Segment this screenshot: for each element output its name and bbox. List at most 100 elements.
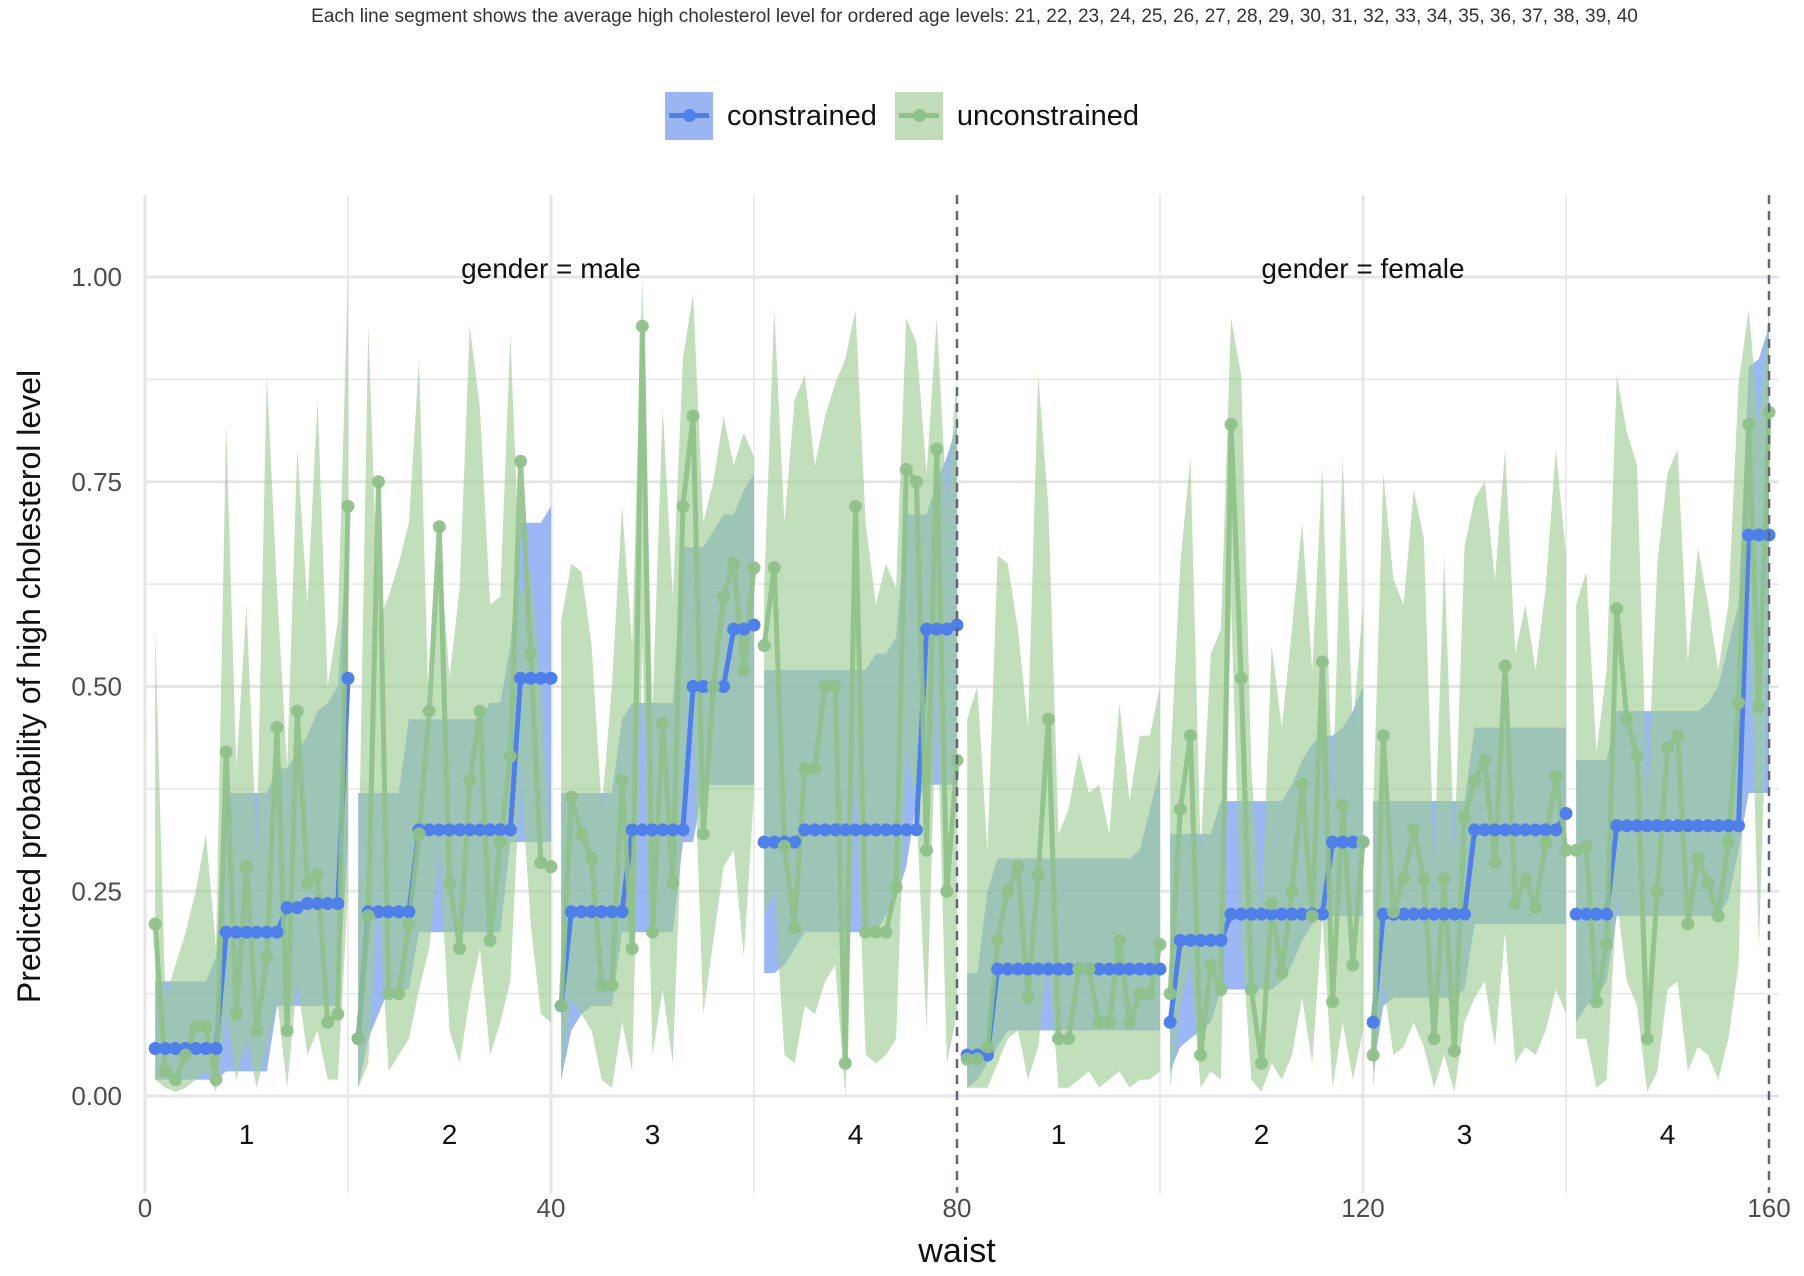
chart-title: Each line segment shows the average high… [311,6,1638,27]
point-unconstrained [300,876,314,890]
point-unconstrained [1498,659,1512,673]
point-unconstrained [1681,917,1695,931]
point-constrained [1326,835,1340,849]
point-unconstrained [1762,405,1776,419]
point-constrained [625,823,639,837]
point-unconstrained [179,1048,193,1062]
point-constrained [1569,907,1583,921]
point-unconstrained [1721,835,1735,849]
point-unconstrained [615,774,629,788]
panel-label: 4 [1660,1119,1676,1150]
point-constrained [1204,933,1218,947]
point-unconstrained [189,1019,203,1033]
point-unconstrained [341,499,355,513]
panel-label: 1 [239,1119,255,1150]
point-constrained [1031,962,1045,976]
point-constrained [1529,823,1543,837]
point-unconstrained [1468,774,1482,788]
point-unconstrained [331,1007,345,1021]
point-constrained [717,680,731,693]
x-tick-label: 40 [537,1193,566,1223]
legend-key-constrained [664,92,713,140]
point-unconstrained [1326,995,1340,1009]
point-unconstrained [1407,823,1421,837]
point-unconstrained [1640,1032,1654,1046]
point-unconstrained [1255,1056,1268,1070]
point-constrained [524,671,538,685]
point-unconstrained [1630,749,1644,763]
point-unconstrained [1052,1032,1065,1046]
point-unconstrained [767,561,781,575]
point-constrained [899,823,913,837]
point-constrained [686,680,700,693]
point-constrained [453,823,467,837]
point-constrained [1336,835,1350,849]
point-unconstrained [1478,753,1492,767]
point-constrained [1488,823,1502,837]
point-constrained [1640,819,1654,833]
point-unconstrained [1305,909,1319,923]
point-unconstrained [1204,958,1218,972]
point-constrained [219,925,233,939]
point-unconstrained [1671,729,1685,743]
point-constrained [798,823,812,837]
band-unconstrained [155,277,348,1092]
point-unconstrained [737,663,751,677]
point-constrained [1244,907,1258,921]
point-constrained [331,897,345,911]
point-unconstrained [158,1064,172,1078]
point-constrained [1732,819,1746,833]
point-unconstrained [544,860,558,874]
point-unconstrained [422,704,436,718]
point-unconstrained [1183,729,1197,743]
line-unconstrained [761,446,960,1066]
point-unconstrained [534,856,548,870]
point-constrained [1589,907,1603,921]
y-tick-label: 0.25 [71,876,122,906]
point-unconstrained [168,1073,182,1087]
x-tick-label: 120 [1341,1193,1384,1223]
point-constrained [879,823,893,837]
point-constrained [158,1041,172,1055]
point-constrained [1650,819,1664,833]
point-unconstrained [1549,770,1563,784]
point-unconstrained [1752,700,1766,714]
point-unconstrained [1366,1048,1380,1062]
point-constrained [1468,823,1482,837]
point-unconstrained [757,639,771,653]
point-constrained [290,901,304,915]
point-constrained [818,823,832,837]
point-constrained [1183,933,1197,947]
point-unconstrained [361,909,375,923]
point-constrained [788,835,802,849]
point-unconstrained [717,589,731,603]
point-constrained [1539,823,1553,837]
point-constrained [463,823,477,837]
point-unconstrained [148,917,162,931]
y-tick-label: 0.75 [71,467,122,497]
point-unconstrained [1569,843,1583,857]
point-unconstrained [432,520,446,534]
legend-item-constrained: constrained [664,92,877,140]
point-unconstrained [646,925,659,939]
point-unconstrained [280,1023,294,1037]
point-unconstrained [727,557,741,571]
point-unconstrained [1336,798,1350,812]
point-unconstrained [493,835,507,849]
line-unconstrained [1167,421,1366,1066]
x-axis-title: waist [917,1232,996,1270]
point-unconstrained [970,1052,984,1066]
point-constrained [727,622,741,636]
confidence-bands [155,277,1769,1096]
point-constrained [503,823,517,837]
point-unconstrained [1224,417,1238,431]
point-unconstrained [676,499,690,513]
point-unconstrained [1610,602,1624,616]
point-unconstrained [240,860,253,874]
y-tick-label: 0.00 [71,1081,122,1111]
point-constrained [432,823,446,837]
point-constrained [1498,823,1512,837]
point-unconstrained [1234,671,1248,685]
point-unconstrained [605,978,619,992]
